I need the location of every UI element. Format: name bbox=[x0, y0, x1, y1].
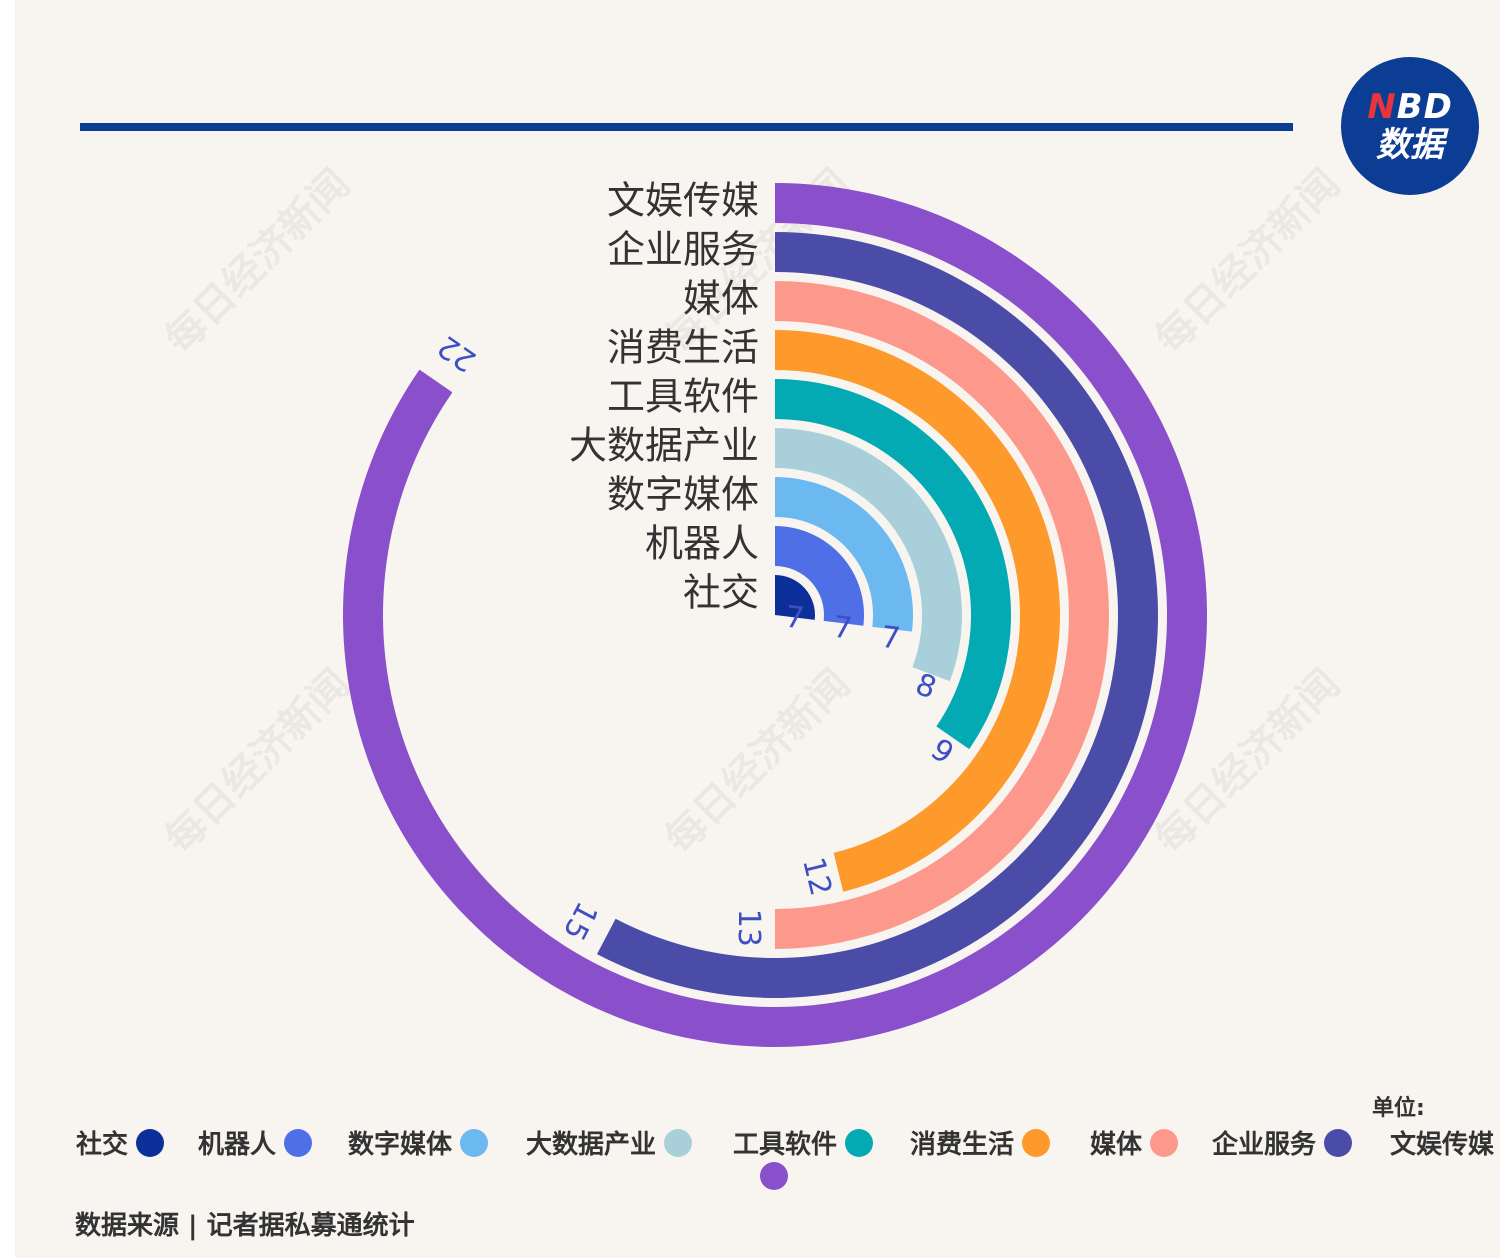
value-label: 8 bbox=[911, 667, 941, 706]
legend-label: 大数据产业 bbox=[526, 1130, 657, 1160]
legend-label: 企业服务 bbox=[1212, 1130, 1317, 1160]
category-label: 社交 bbox=[683, 571, 759, 615]
legend-swatch bbox=[1150, 1128, 1179, 1157]
legend-label: 数字媒体 bbox=[348, 1130, 453, 1160]
legend-item: 工具软件 bbox=[733, 1124, 874, 1161]
category-label: 企业服务 bbox=[607, 228, 759, 272]
source-note: 数据来源 | 记者据私募通统计 bbox=[75, 1211, 415, 1241]
legend-label: 消费生活 bbox=[910, 1130, 1015, 1160]
legend-label: 工具软件 bbox=[733, 1130, 838, 1160]
legend-item: 文娱传媒 bbox=[760, 1124, 1495, 1190]
category-label: 工具软件 bbox=[607, 375, 759, 419]
legend-swatch bbox=[1324, 1128, 1353, 1157]
category-label: 文娱传媒 bbox=[607, 179, 759, 223]
bar-媒体 bbox=[775, 281, 1109, 949]
category-label: 消费生活 bbox=[607, 326, 759, 370]
bar-消费生活 bbox=[775, 330, 1060, 892]
value-label: 7 bbox=[879, 620, 902, 657]
legend-item: 机器人 bbox=[198, 1124, 313, 1161]
value-label: 22 bbox=[431, 328, 482, 378]
unit-label: 单位: bbox=[1372, 1096, 1425, 1121]
legend-swatch bbox=[460, 1128, 489, 1157]
legend-swatch bbox=[760, 1162, 788, 1190]
legend-swatch bbox=[1022, 1128, 1051, 1157]
legend-swatch bbox=[284, 1128, 313, 1157]
category-label: 机器人 bbox=[645, 522, 759, 566]
value-label: 12 bbox=[795, 854, 838, 899]
legend-item: 大数据产业 bbox=[526, 1124, 693, 1161]
bar-社交 bbox=[775, 575, 816, 620]
legend: 社交 机器人 数字媒体 大数据产业 工具软件 消费生活 媒体 企业服务 文娱传媒 bbox=[0, 1124, 1500, 1214]
legend-swatch bbox=[136, 1128, 165, 1157]
value-label: 7 bbox=[783, 600, 806, 637]
legend-item: 企业服务 bbox=[1212, 1124, 1353, 1161]
value-label: 15 bbox=[555, 896, 604, 946]
bar-机器人 bbox=[775, 526, 864, 626]
legend-item: 社交 bbox=[76, 1124, 165, 1161]
value-label: 13 bbox=[731, 909, 766, 947]
top-rule bbox=[80, 123, 1293, 131]
legend-label: 社交 bbox=[76, 1130, 129, 1160]
bar-工具软件 bbox=[775, 379, 1011, 750]
bar-大数据产业 bbox=[775, 428, 962, 682]
chart-canvas: 每日经济新闻 每日经济新闻 每日经济新闻 每日经济新闻 每日经济新闻 每日经济新… bbox=[15, 0, 1500, 1258]
legend-label: 媒体 bbox=[1090, 1130, 1143, 1160]
category-label: 大数据产业 bbox=[569, 424, 759, 468]
category-label: 数字媒体 bbox=[607, 473, 759, 517]
legend-item: 数字媒体 bbox=[348, 1124, 489, 1161]
value-label: 7 bbox=[831, 610, 854, 647]
legend-item: 媒体 bbox=[1090, 1124, 1179, 1161]
legend-label: 机器人 bbox=[198, 1130, 277, 1160]
nbd-logo: NBD 数据 bbox=[1341, 57, 1479, 195]
legend-label: 文娱传媒 bbox=[1390, 1130, 1495, 1160]
bar-数字媒体 bbox=[775, 477, 913, 632]
legend-item: 消费生活 bbox=[910, 1124, 1051, 1161]
legend-swatch bbox=[845, 1128, 874, 1157]
category-label: 媒体 bbox=[683, 277, 759, 321]
legend-swatch bbox=[664, 1128, 693, 1157]
